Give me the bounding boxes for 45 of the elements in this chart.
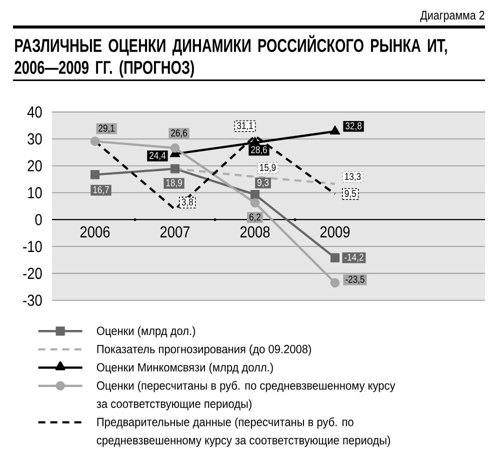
data-label: 31,1 [236,122,253,130]
legend-label: Оценки (пересчитаны в руб. по средневзвешенному курсу за соответствующие периоды) [96,380,396,410]
y-tick-label: 40 [27,106,42,118]
data-label: 9,5 [344,190,356,198]
data-label: 26,6 [171,129,187,138]
data-label: 24,4 [150,152,166,160]
data-label: 6,2 [249,213,261,222]
x-tick-label: 2009 [320,226,350,238]
point [90,136,100,146]
y-tick-label: -20 [23,268,42,280]
data-label: 15,9 [260,164,276,172]
data-label: 28,6 [251,146,267,154]
point [90,170,100,180]
point [250,136,260,146]
data-label: 32,8 [346,122,362,131]
data-label: 16,7 [93,186,109,194]
y-tick-label: -30 [23,294,42,306]
x-tick-label: 2008 [240,226,270,238]
legend-label: Показатель прогнозирования (до 09.2008) [97,344,311,356]
point [170,143,180,153]
data-label: 13,3 [345,172,361,182]
x-tick-label: 2007 [160,226,190,238]
chart-title: РАЗЛИЧНЫЕ ОЦЕНКИ ДИНАМИКИ РОССИЙСКОГО РЫНКА ИТ, 2006—2009 ГГ. (ПРОГНОЗ) [14,35,447,78]
y-tick-label: 0 [35,214,42,226]
y-tick-label: -10 [23,240,42,252]
y-tick-label: 10 [28,187,42,198]
point [330,125,340,135]
data-label: 18,9 [166,179,182,188]
data-label: -23,5 [346,276,364,284]
x-tick-label: 2006 [80,226,110,238]
point [170,164,180,174]
data-label: 9,3 [257,178,269,188]
data-label: 3,8 [182,198,193,207]
text: Диаграмма 2 [420,10,484,22]
point [250,190,260,200]
point [330,253,340,262]
legend-label: Оценки Минкомсвязи (млрд долл.) [96,362,273,374]
legend-label: Предварительные данные (пересчитаны в руб. по средневзвешенному курсу за соответствующие периоды) [96,417,390,447]
point [250,198,260,208]
data-label: 29,1 [98,124,114,133]
y-tick-label: 20 [28,160,42,172]
y-tick-label: 30 [28,133,42,145]
data-label: -14,2 [344,254,364,262]
point [330,278,340,288]
legend-label: Оценки (млрд дол.) [96,326,196,338]
